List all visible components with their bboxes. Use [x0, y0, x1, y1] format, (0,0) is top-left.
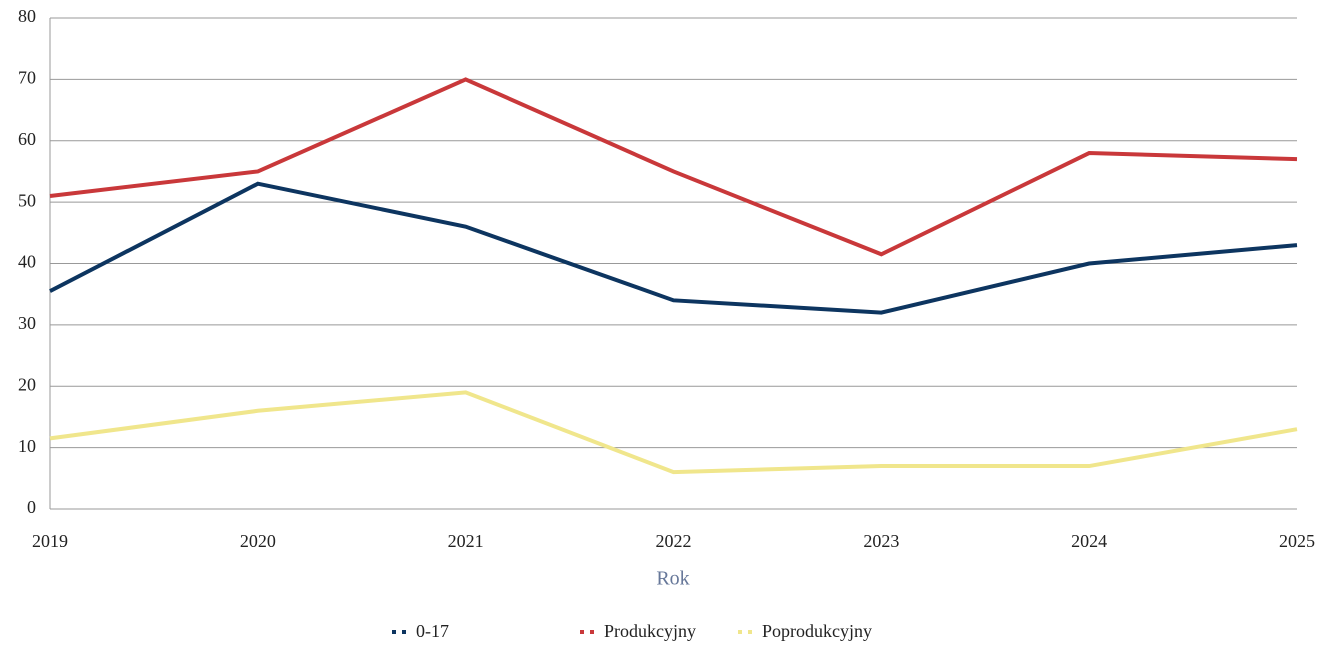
x-axis-label: Rok	[656, 568, 689, 590]
y-tick-label: 70	[18, 68, 36, 88]
series-line	[49, 77, 1298, 257]
x-tick-label: 2021	[448, 531, 484, 551]
y-tick-label: 10	[18, 436, 36, 456]
y-tick-label: 0	[27, 497, 36, 517]
y-tick-label: 80	[18, 6, 36, 26]
y-tick-label: 40	[18, 252, 36, 272]
legend-label: 0-17	[416, 621, 449, 641]
y-tick-label: 60	[18, 129, 36, 149]
y-tick-label: 20	[18, 374, 36, 394]
y-tick-label: 30	[18, 313, 36, 333]
series-line	[49, 181, 1298, 315]
x-tick-label: 2019	[32, 531, 68, 551]
legend-label: Produkcyjny	[604, 621, 696, 641]
x-tick-label: 2022	[656, 531, 692, 551]
series-line	[49, 390, 1298, 475]
x-tick-label: 2024	[1071, 531, 1107, 551]
x-tick-label: 2023	[863, 531, 899, 551]
y-tick-label: 50	[18, 190, 36, 210]
x-tick-label: 2025	[1279, 531, 1315, 551]
legend-label: Poprodukcyjny	[762, 621, 872, 641]
x-tick-label: 2020	[240, 531, 276, 551]
